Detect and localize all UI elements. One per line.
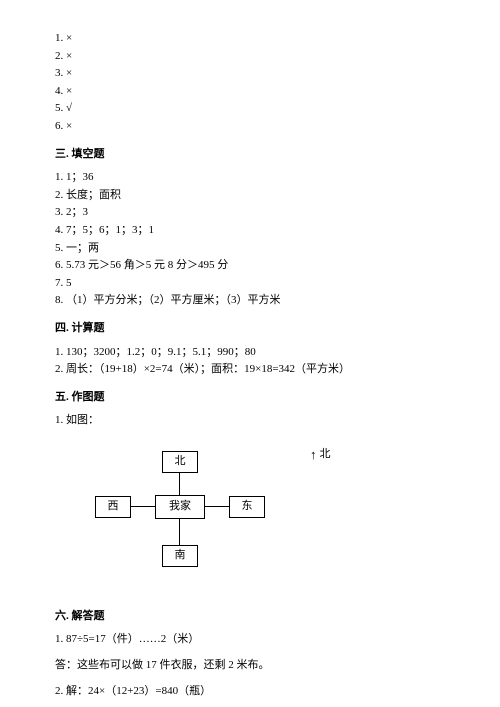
compass-label: 北 (320, 446, 331, 464)
fill-item: 1. 1；36 (55, 169, 445, 187)
diagram-canvas: 我家 北 南 西 东 (85, 445, 275, 575)
connector-line (131, 506, 155, 507)
fill-item: 7. 5 (55, 275, 445, 293)
fill-item: 6. 5.73 元＞56 角＞5 元 8 分＞495 分 (55, 257, 445, 275)
connector-line (179, 519, 180, 545)
direction-diagram: 我家 北 南 西 东 ↑ 北 (85, 445, 445, 575)
judgement-item: 1. × (55, 30, 445, 48)
north-box: 北 (162, 451, 198, 473)
calc-item: 1. 130；3200；1.2；0；9.1；5.1；990；80 (55, 344, 445, 362)
section-2-judgement: 1. × 2. × 3. × 4. × 5. √ 6. × (55, 30, 445, 136)
west-box: 西 (95, 496, 131, 518)
fill-item: 8. （1）平方分米；（2）平方厘米；（3）平方米 (55, 292, 445, 310)
section-4-calc: 1. 130；3200；1.2；0；9.1；5.1；990；80 2. 周长：（… (55, 344, 445, 379)
section-3-title: 三. 填空题 (55, 146, 445, 164)
solve-item: 答：这些布可以做 17 件衣服，还剩 2 米布。 (55, 657, 445, 675)
answer-page: 1. × 2. × 3. × 4. × 5. √ 6. × 三. 填空题 1. … (0, 0, 500, 700)
fill-item: 3. 2；3 (55, 204, 445, 222)
section-5-title: 五. 作图题 (55, 389, 445, 407)
east-box: 东 (229, 496, 265, 518)
fill-item: 2. 长度；面积 (55, 187, 445, 205)
calc-item: 2. 周长：（19+18）×2=74（米）；面积：19×18=342（平方米） (55, 361, 445, 379)
south-box: 南 (162, 545, 198, 567)
judgement-item: 4. × (55, 83, 445, 101)
section-6-title: 六. 解答题 (55, 608, 445, 626)
section-5-lead: 1. 如图： (55, 412, 445, 430)
section-4-title: 四. 计算题 (55, 320, 445, 338)
connector-line (205, 506, 229, 507)
connector-line (179, 473, 180, 495)
solve-item: 1. 87÷5=17（件）……2（米） (55, 631, 445, 649)
arrow-up-icon: ↑ (310, 445, 317, 466)
compass-indicator: ↑ 北 (310, 445, 331, 466)
section-6-solve: 1. 87÷5=17（件）……2（米） 答：这些布可以做 17 件衣服，还剩 2… (55, 631, 445, 700)
fill-item: 5. 一；两 (55, 240, 445, 258)
solve-item: 2. 解：24×（12+23）=840（瓶） (55, 683, 445, 701)
judgement-item: 6. × (55, 118, 445, 136)
section-3-fill-blank: 1. 1；36 2. 长度；面积 3. 2；3 4. 7；5；6；1；3；1 5… (55, 169, 445, 310)
judgement-item: 3. × (55, 65, 445, 83)
fill-item: 4. 7；5；6；1；3；1 (55, 222, 445, 240)
judgement-item: 5. √ (55, 100, 445, 118)
center-box: 我家 (155, 495, 205, 519)
judgement-item: 2. × (55, 48, 445, 66)
